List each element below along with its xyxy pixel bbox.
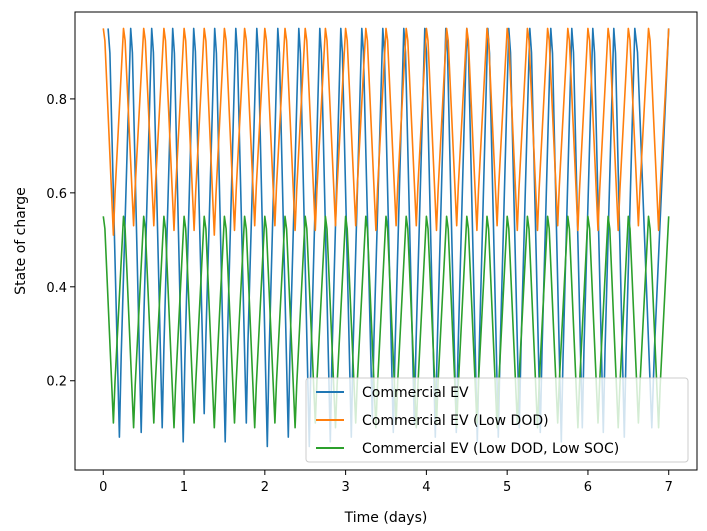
- legend: Commercial EV Commercial EV (Low DOD) Co…: [305, 377, 689, 463]
- y-axis-label: State of charge: [13, 187, 29, 295]
- x-tick-label: 3: [341, 480, 349, 495]
- x-tick-label: 4: [422, 480, 430, 495]
- y-axis-ticks: 0.2 0.4 0.6 0.8: [46, 93, 75, 390]
- y-tick-label: 0.4: [46, 281, 67, 296]
- x-tick-label: 2: [261, 480, 269, 495]
- y-tick-label: 0.6: [46, 187, 67, 202]
- x-axis-label: Time (days): [344, 510, 428, 526]
- legend-label-commercial-ev-low-dod-low-soc: Commercial EV (Low DOD, Low SOC): [362, 441, 619, 457]
- plot-frame: [74, 11, 698, 471]
- x-tick-label: 7: [665, 480, 673, 495]
- x-tick-label: 5: [503, 480, 511, 495]
- x-tick-label: 1: [180, 480, 188, 495]
- y-tick-label: 0.2: [46, 375, 67, 390]
- x-axis-ticks: 0 1 2 3 4 5 6 7: [99, 470, 673, 495]
- series-line-commercial-ev-low-dod-low-soc: [102, 215, 670, 429]
- x-tick-label: 6: [584, 480, 592, 495]
- legend-label-commercial-ev: Commercial EV: [362, 385, 469, 401]
- legend-label-commercial-ev-low-dod: Commercial EV (Low DOD): [362, 413, 549, 429]
- x-tick-label: 0: [99, 480, 107, 495]
- y-tick-label: 0.8: [46, 93, 67, 108]
- series-line-commercial-ev-low-dod: [102, 27, 670, 236]
- legend-box: [305, 377, 689, 463]
